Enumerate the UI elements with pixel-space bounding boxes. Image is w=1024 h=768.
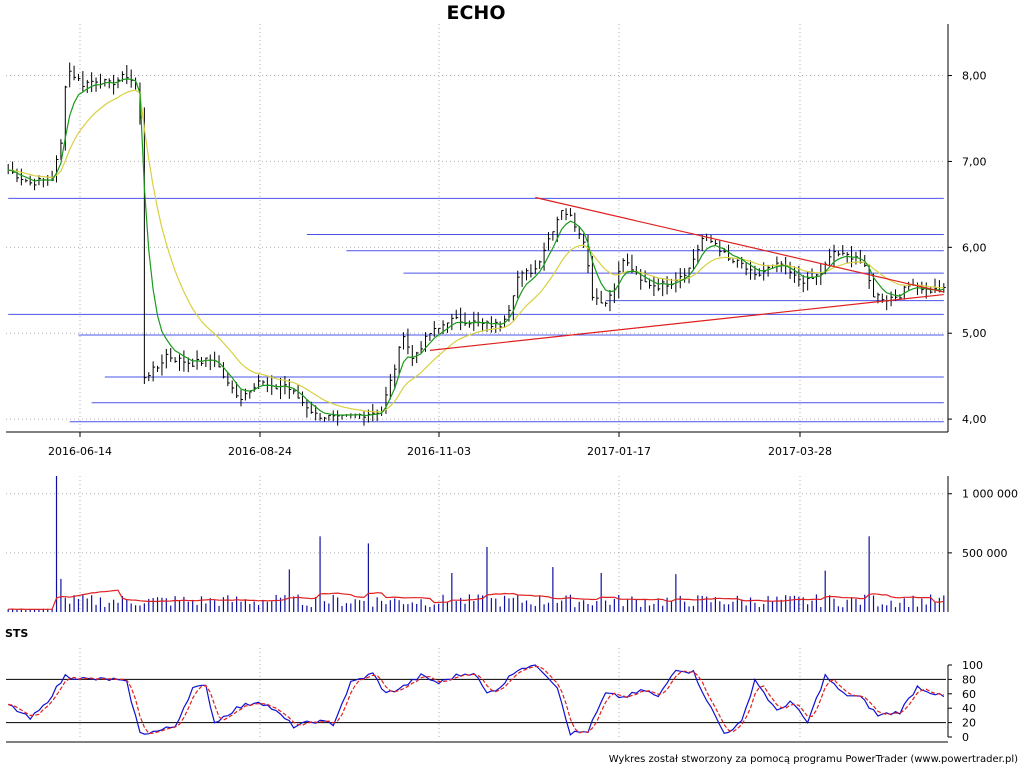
volume-panel: 500 000 1 000 000 xyxy=(6,476,1018,612)
trendline xyxy=(429,293,944,351)
sts-y-tick-label: 0 xyxy=(962,731,969,744)
sts-label: STS xyxy=(5,627,28,640)
trendline xyxy=(535,196,944,293)
sts-y-tick-label: 80 xyxy=(962,673,976,686)
x-tick-label: 2017-03-28 xyxy=(768,445,832,458)
x-tick-label: 2016-06-14 xyxy=(48,445,112,458)
price-y-tick-label: 5,00 xyxy=(962,327,987,340)
price-y-tick-label: 6,00 xyxy=(962,241,987,254)
sts-y-tick-label: 60 xyxy=(962,688,976,701)
price-y-tick-label: 7,00 xyxy=(962,155,987,168)
credit-text: Wykres został stworzony za pomocą progra… xyxy=(609,754,1018,765)
x-tick-label: 2016-11-03 xyxy=(407,445,471,458)
ma-slow-line xyxy=(8,89,944,413)
sts-y-tick-label: 40 xyxy=(962,702,976,715)
volume-y-tick-label: 500 000 xyxy=(962,547,1008,560)
price-y-tick-label: 8,00 xyxy=(962,70,987,83)
sts-d-line xyxy=(8,665,944,735)
sts-y-tick-label: 100 xyxy=(962,659,983,672)
price-panel: 4,00 5,00 6,00 7,00 8,00 2016-06-14 2016-08-24… xyxy=(6,24,987,458)
sts-k-line xyxy=(7,664,945,736)
ma-fast-line xyxy=(8,78,944,417)
x-tick-label: 2016-08-24 xyxy=(228,445,292,458)
volume-average-line xyxy=(8,589,944,611)
sts-y-tick-label: 20 xyxy=(962,717,976,730)
x-tick-label: 2017-01-17 xyxy=(587,445,651,458)
chart-title: ECHO xyxy=(447,2,506,24)
price-y-tick-label: 4,00 xyxy=(962,413,987,426)
volume-y-tick-label: 1 000 000 xyxy=(962,488,1018,501)
